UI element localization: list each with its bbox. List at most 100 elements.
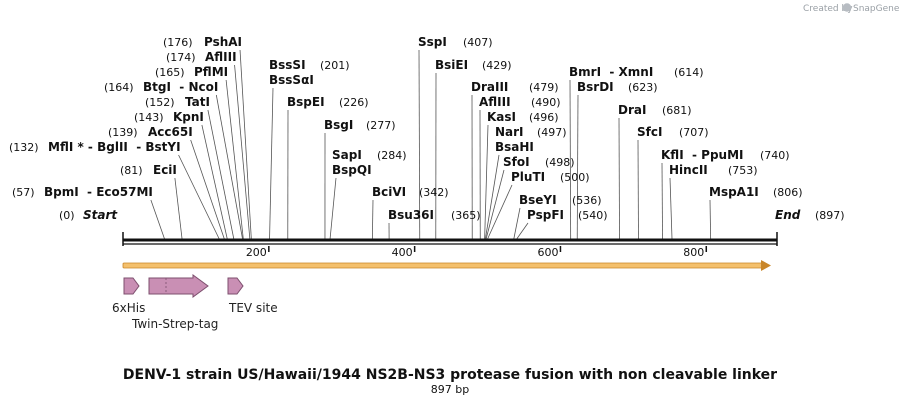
site-pos-bseyi: (536) <box>572 194 602 207</box>
feature-6xhis-arrow[interactable] <box>123 277 140 295</box>
credit-prefix: Created by <box>803 4 853 14</box>
leader-line-bsrdi <box>576 94 579 240</box>
site-pos-sfci: (707) <box>679 126 709 139</box>
site-leader-lines <box>150 49 712 240</box>
site-mfli-bglii-bstyi[interactable]: MflI * - BglII - BstYI <box>48 140 181 154</box>
site-bsssai[interactable]: BssSαI <box>269 73 314 87</box>
site-pflmi[interactable]: PflMI <box>194 65 228 79</box>
ruler-label-600: 600 <box>537 246 558 259</box>
leader-line-pluti <box>487 184 513 240</box>
leader-line-bpmi-eco57mi <box>150 199 165 240</box>
leader-line-tati <box>207 109 235 240</box>
site-pos-hincii: (753) <box>728 164 758 177</box>
leader-line-sapi <box>329 177 337 240</box>
site-pos-pflmi: (165) <box>155 66 185 79</box>
site-tati[interactable]: TatI <box>185 95 210 109</box>
site-bspqi[interactable]: BspQI <box>332 163 372 177</box>
site-pos-bpmi-eco57mi: (57) <box>12 186 35 199</box>
leader-line-pshai <box>239 49 252 240</box>
map-title: DENV-1 strain US/Hawaii/1944 NS2B-NS3 pr… <box>123 367 777 383</box>
site-drai[interactable]: DraI <box>618 103 646 117</box>
feature-track: 6xHis Twin-Strep-tag TEV site <box>112 274 278 331</box>
feature-6xhis-label: 6xHis <box>112 301 145 315</box>
site-mspa1i[interactable]: MspA1I <box>709 185 759 199</box>
site-pos-mspa1i: (806) <box>773 186 803 199</box>
ruler-label-200: 200 <box>246 246 267 259</box>
feature-twin-strep-tag-arrow[interactable] <box>148 274 209 298</box>
site-btgi-ncoi[interactable]: BtgI - NcoI <box>143 80 218 94</box>
site-bspei[interactable]: BspEI <box>287 95 325 109</box>
site-pos-bsu36i: (365) <box>451 209 481 222</box>
site-pos-bsgi: (277) <box>366 119 396 132</box>
ruler-label-800: 800 <box>683 246 704 259</box>
leader-line-drai <box>618 117 620 240</box>
site-pos-acc65i: (139) <box>108 126 138 139</box>
site-nari[interactable]: NarI <box>495 125 524 139</box>
end-pos: (897) <box>815 209 845 222</box>
site-sfoi[interactable]: SfoI <box>503 155 530 169</box>
site-bsssi[interactable]: BssSI <box>269 58 306 72</box>
leader-line-ecii <box>174 177 183 240</box>
feature-tev-site-arrow[interactable] <box>227 277 244 295</box>
site-pos-drai: (681) <box>662 104 692 117</box>
site-bsu36i[interactable]: Bsu36I <box>388 208 434 222</box>
site-sapi[interactable]: SapI <box>332 148 362 162</box>
site-sfci[interactable]: SfcI <box>637 125 662 139</box>
site-pos-ecii: (81) <box>120 164 143 177</box>
site-acc65i[interactable]: Acc65I <box>148 125 193 139</box>
site-bpmi-eco57mi[interactable]: BpmI - Eco57MI <box>44 185 153 199</box>
start-pos: (0) <box>59 209 75 222</box>
site-pluti[interactable]: PluTI <box>511 170 545 184</box>
site-bsiei[interactable]: BsiEI <box>435 58 468 72</box>
leader-line-bsssi <box>269 87 274 240</box>
site-pos-bspei: (226) <box>339 96 369 109</box>
orf-arrow-body <box>122 262 764 269</box>
leader-line-kasi <box>484 124 489 240</box>
leader-line-btgi-ncoi <box>215 94 243 240</box>
site-pos-pluti: (500) <box>560 171 590 184</box>
site-hincii[interactable]: HincII <box>669 163 708 177</box>
sequence-backbone <box>122 232 778 246</box>
site-afliii[interactable]: AflIII <box>205 50 237 64</box>
site-pspfi[interactable]: PspFI <box>527 208 564 222</box>
leader-line-bmri-xmni <box>569 79 572 240</box>
site-pos-tati: (152) <box>145 96 175 109</box>
site-pos-bmri-xmni: (614) <box>674 66 704 79</box>
site-sspi[interactable]: SspI <box>418 35 447 49</box>
leader-line-nari <box>484 154 500 240</box>
ruler-ticks: 200 400 600 800 <box>246 246 708 259</box>
credit-brand: SnapGene <box>853 4 900 14</box>
start-label: Start <box>83 208 118 222</box>
site-draiii[interactable]: DraIII <box>471 80 508 94</box>
site-pos-sfoi: (498) <box>545 156 575 169</box>
leader-line-kfli-ppumi <box>661 162 663 240</box>
site-pos-kasi: (496) <box>529 111 559 124</box>
orf-arrow[interactable] <box>122 260 771 271</box>
leader-line-bseyi <box>513 207 521 240</box>
site-ecii[interactable]: EciI <box>153 163 177 177</box>
ruler-label-400: 400 <box>392 246 413 259</box>
site-pos-kpni: (143) <box>134 111 164 124</box>
site-pshai[interactable]: PshAI <box>204 35 242 49</box>
site-kfli-ppumi[interactable]: KflI - PpuMI <box>661 148 744 162</box>
map-length: 897 bp <box>431 383 469 396</box>
site-bcivi[interactable]: BciVI <box>372 185 406 199</box>
leader-line-acc65i <box>190 139 225 240</box>
site-bsgi[interactable]: BsgI <box>324 118 353 132</box>
orf-arrow-head-icon <box>761 260 771 271</box>
site-kpni[interactable]: KpnI <box>173 110 204 124</box>
site-bsrdi[interactable]: BsrDI <box>577 80 614 94</box>
site-pos-mfli-bglii-bstyi: (132) <box>9 141 39 154</box>
site-kasi[interactable]: KasI <box>487 110 516 124</box>
site-pos-nari: (497) <box>537 126 567 139</box>
site-bseyi[interactable]: BseYI <box>519 193 557 207</box>
site-bmri-xmni[interactable]: BmrI - XmnI <box>569 65 653 79</box>
restriction-sites: (176) PshAI (174) AflIII (165) PflMI (16… <box>9 35 803 222</box>
site-afliii-2[interactable]: AflIII <box>479 95 511 109</box>
end-label: End <box>775 208 801 222</box>
site-bsahi[interactable]: BsaHI <box>495 140 534 154</box>
leader-line-sfoi <box>485 169 505 240</box>
site-pos-bsssi: (201) <box>320 59 350 72</box>
leader-line-hincii <box>669 177 673 240</box>
